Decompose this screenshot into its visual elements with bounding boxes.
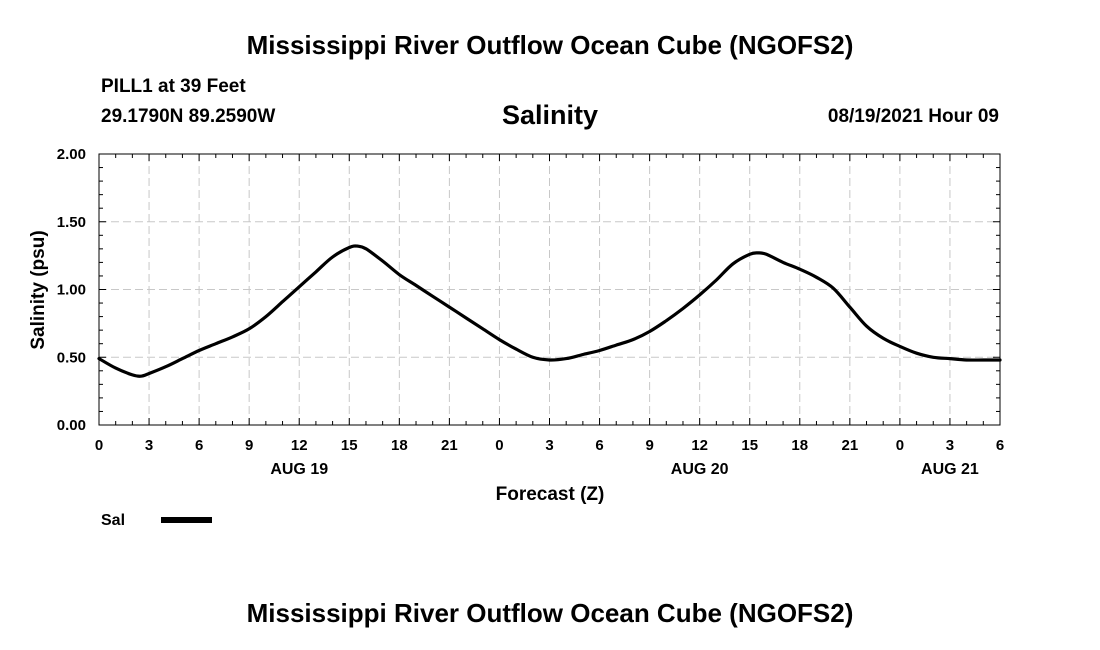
y-tick-label: 1.50 (57, 214, 86, 231)
grid (99, 154, 1000, 425)
x-tick-label: 15 (741, 437, 758, 454)
plot-frame (98, 153, 1001, 426)
y-tick-label: 1.00 (57, 282, 86, 299)
x-day-label: AUG 19 (270, 461, 328, 478)
y-tick-label: 0.50 (57, 349, 86, 366)
station-label: PILL1 at 39 Feet (101, 76, 246, 97)
x-axis-title: Forecast (Z) (496, 484, 605, 505)
x-tick-label: 9 (245, 437, 253, 454)
x-day-label: AUG 20 (671, 461, 729, 478)
x-tick-label: 21 (441, 437, 458, 454)
axis-labels: 0 3 6 9 12 15 18 21 0 3 6 9 12 15 18 21 0 3 6 AUG 19 AUG 20 A… (57, 146, 1004, 478)
x-tick-label: 18 (391, 437, 408, 454)
x-tick-label: 12 (691, 437, 708, 454)
valid-time: 08/19/2021 Hour 09 (827, 106, 999, 127)
x-tick-label: 12 (291, 437, 308, 454)
x-tick-label: 3 (145, 437, 153, 454)
x-tick-label: 3 (545, 437, 553, 454)
footer-title: Mississippi River Outflow Ocean Cube (NG… (246, 598, 854, 628)
x-tick-label: 9 (645, 437, 653, 454)
y-tick-label: 0.00 (57, 417, 86, 434)
station-coordinates: 29.1790N 89.2590W (101, 106, 276, 127)
y-tick-label: 2.00 (57, 146, 86, 163)
x-tick-label: 0 (495, 437, 503, 454)
x-tick-label: 18 (791, 437, 808, 454)
x-day-label: AUG 21 (921, 461, 979, 478)
x-tick-label: 15 (341, 437, 358, 454)
salinity-series-line (97, 244, 1002, 378)
y-axis-title: Salinity (psu) (28, 230, 49, 349)
x-tick-label: 6 (195, 437, 203, 454)
page-title: Mississippi River Outflow Ocean Cube (NG… (246, 30, 854, 60)
x-tick-label: 3 (946, 437, 954, 454)
chart-title: Salinity (501, 100, 599, 130)
x-tick-label: 0 (896, 437, 904, 454)
legend-label: Sal (101, 512, 125, 529)
x-tick-label: 6 (595, 437, 603, 454)
x-tick-label: 6 (996, 437, 1004, 454)
x-tick-label: 0 (95, 437, 103, 454)
x-tick-label: 21 (841, 437, 858, 454)
